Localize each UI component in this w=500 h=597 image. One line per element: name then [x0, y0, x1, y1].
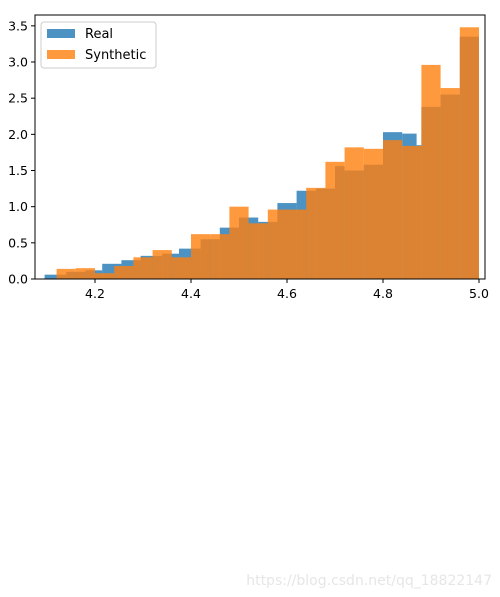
synthetic-bar — [56, 268, 76, 279]
y-tick-label: 2.0 — [8, 127, 28, 142]
watermark-text: https://blog.csdn.net/qq_18822147 — [246, 573, 492, 589]
y-tick-label: 1.0 — [8, 199, 28, 214]
synthetic-bar — [171, 257, 191, 279]
x-tick-label: 5.0 — [469, 286, 489, 301]
synthetic-bar — [287, 209, 307, 279]
synthetic-bar — [440, 88, 460, 279]
y-tick-label: 2.5 — [8, 91, 28, 106]
synthetic-bar — [363, 148, 383, 279]
legend-label-synthetic: Synthetic — [85, 48, 146, 63]
synthetic-bar — [383, 140, 403, 279]
y-tick-label: 3.5 — [8, 18, 28, 33]
x-tick-label: 4.2 — [85, 286, 105, 301]
synthetic-bar — [114, 265, 134, 279]
y-tick-label: 3.0 — [8, 55, 28, 70]
legend-swatch-real — [47, 29, 75, 38]
legend-label-real: Real — [85, 27, 113, 42]
y-tick-label: 0.5 — [8, 235, 28, 250]
histogram-chart: 4.2 4.4 4.6 4.8 5.0 0.0 0.5 1.0 1.5 2.0 2.5 3.0 3.5 R… — [8, 14, 489, 301]
synthetic-bar — [344, 147, 364, 279]
synthetic-bar — [210, 234, 230, 279]
synthetic-bar — [421, 64, 441, 279]
synthetic-bar — [459, 27, 479, 279]
y-tick-label: 1.5 — [8, 163, 28, 178]
x-tick-label: 4.6 — [277, 286, 297, 301]
x-tick-label: 4.4 — [181, 286, 201, 301]
synthetic-bar — [229, 206, 249, 279]
synthetic-bar — [306, 187, 326, 279]
synthetic-bar — [267, 209, 287, 279]
real-bar — [44, 274, 67, 279]
y-tick-label: 0.0 — [8, 272, 28, 287]
synthetic-bar — [95, 273, 115, 279]
synthetic-bar — [248, 223, 268, 279]
synthetic-bar — [152, 250, 172, 279]
synthetic-bar — [402, 145, 422, 279]
legend-swatch-synthetic — [47, 50, 75, 59]
synthetic-bar — [191, 234, 211, 279]
synthetic-bar — [133, 257, 153, 279]
plot-frame — [34, 14, 486, 280]
x-tick-label: 4.8 — [373, 286, 393, 301]
synthetic-bar — [75, 268, 95, 279]
synthetic-bar — [325, 161, 345, 279]
